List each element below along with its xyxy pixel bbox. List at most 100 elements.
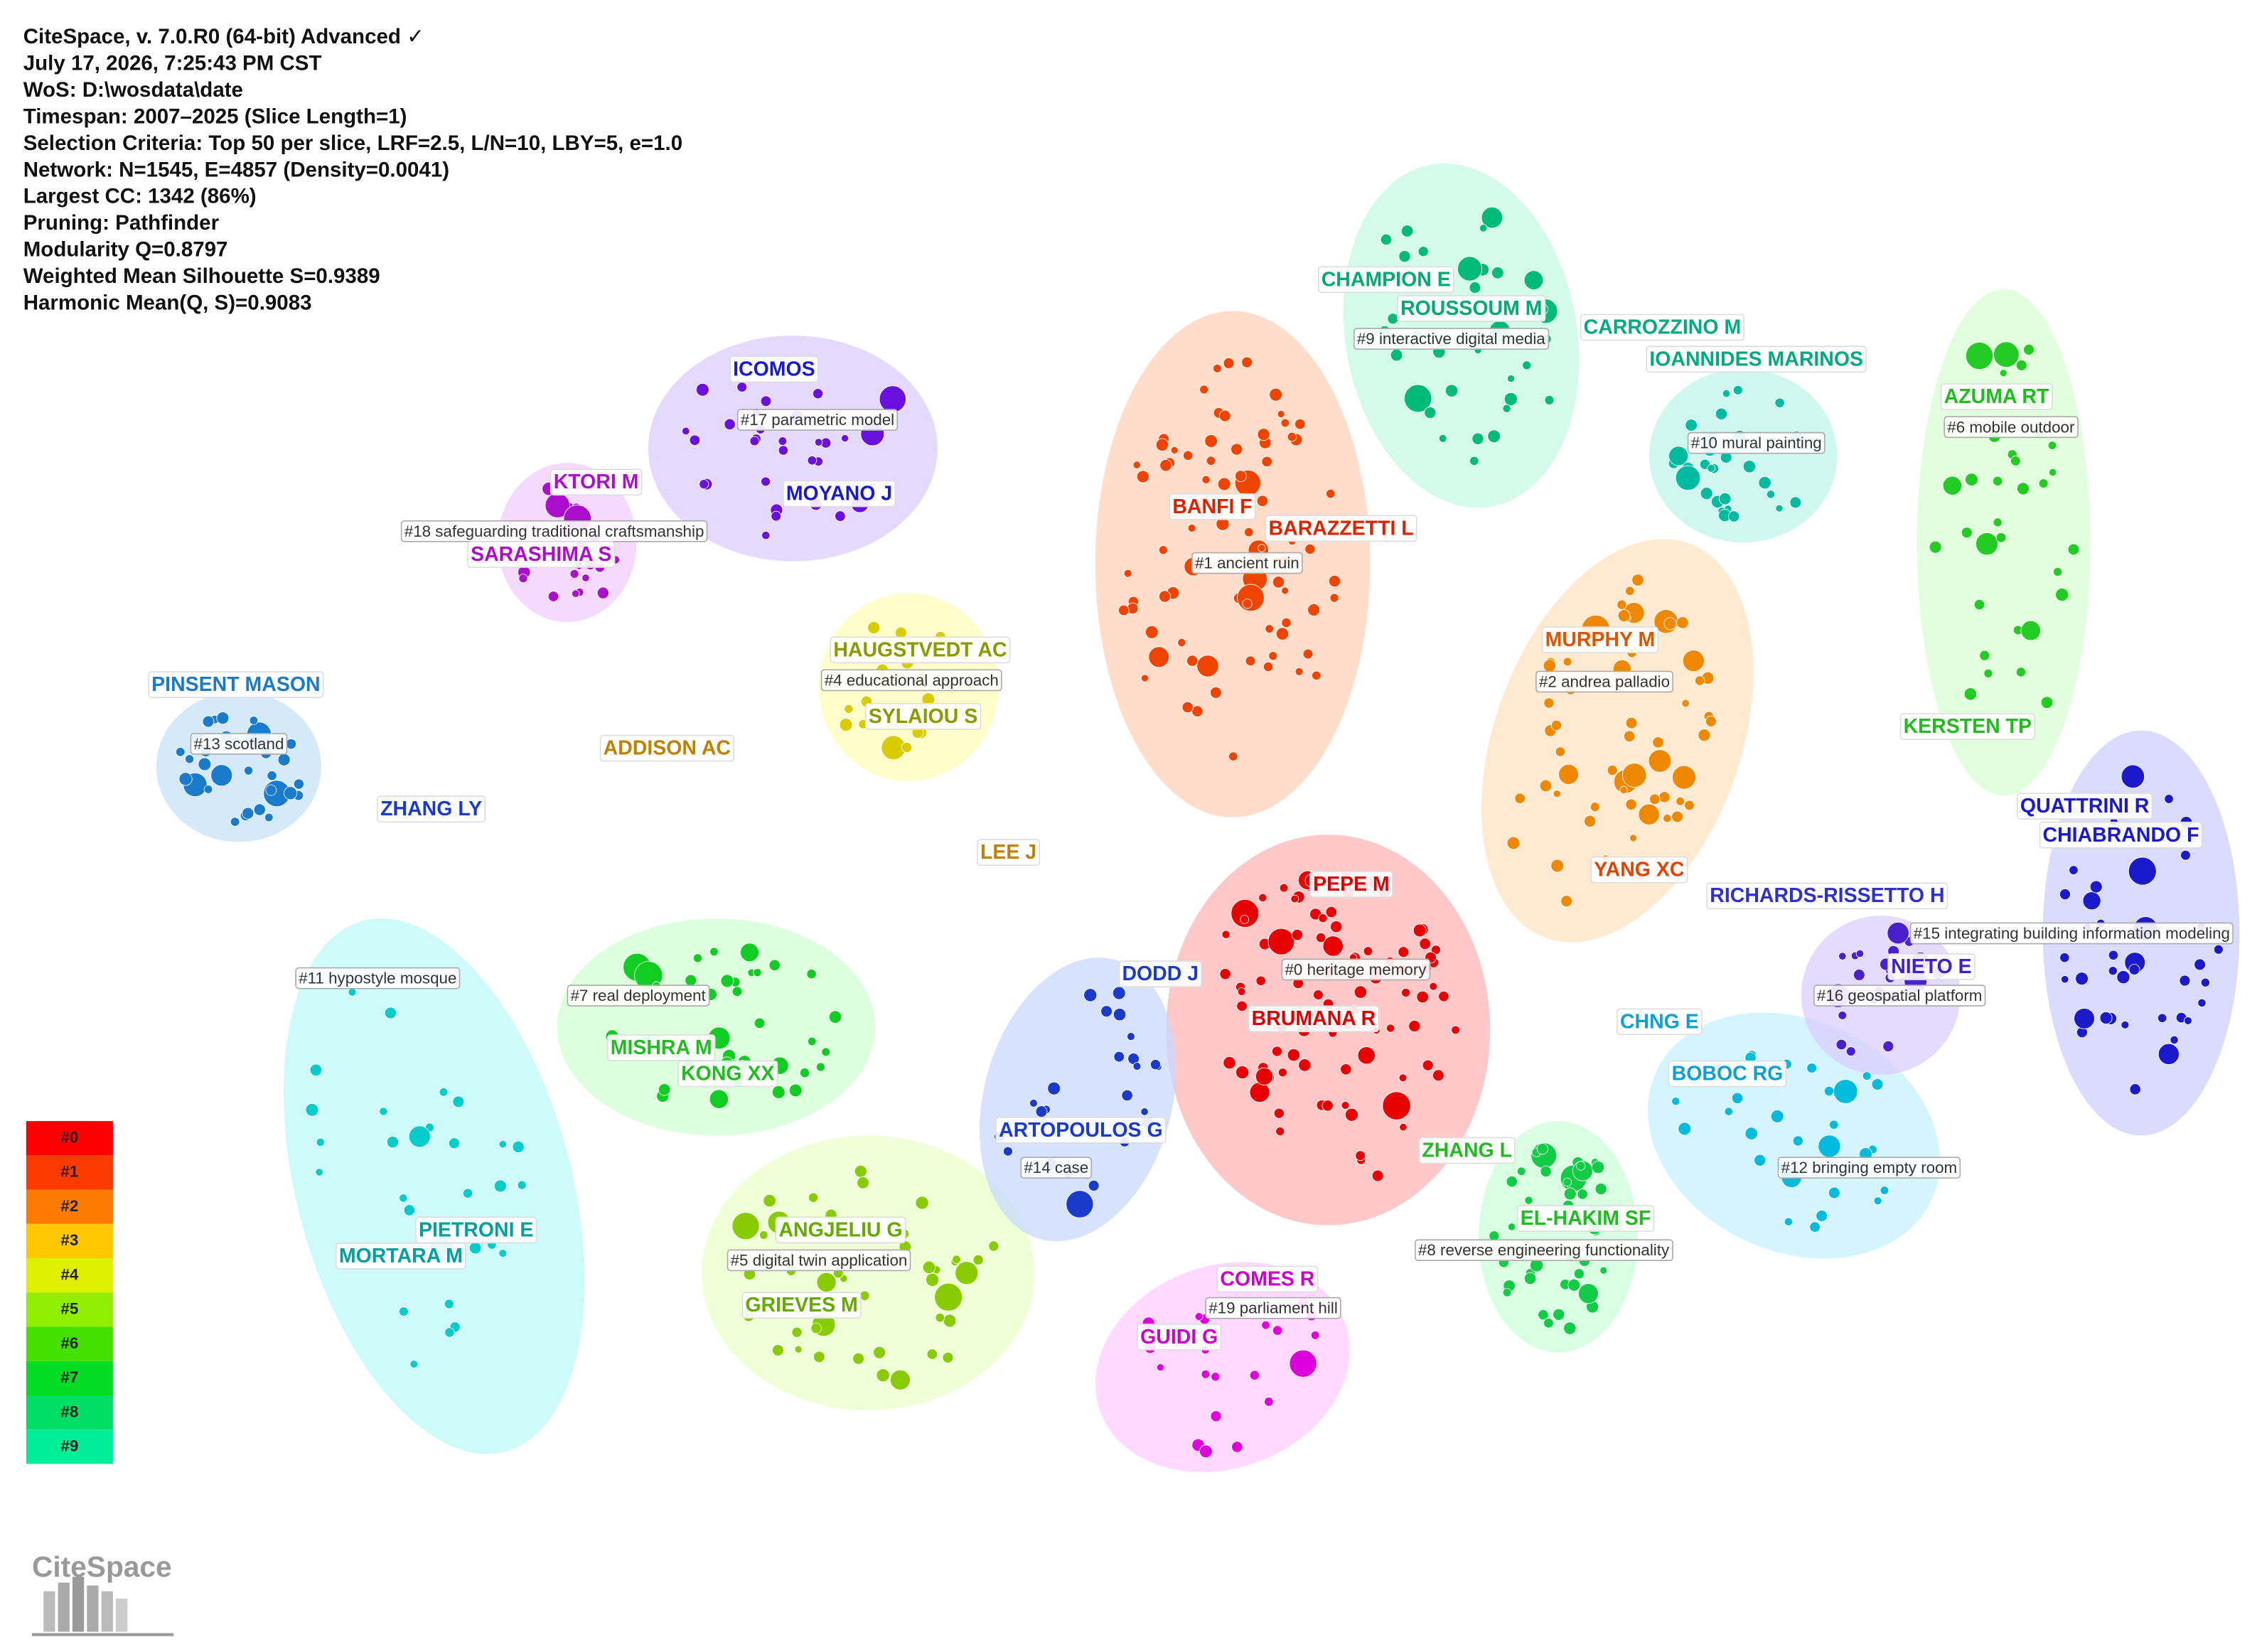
node <box>1617 609 1631 623</box>
node <box>265 784 277 796</box>
author-label-text: ZHANG L <box>1422 1139 1512 1162</box>
node <box>1231 1441 1243 1453</box>
logo-text: CiteSpace <box>32 1550 172 1583</box>
node <box>1625 717 1638 729</box>
node <box>1363 946 1373 956</box>
node <box>1838 1011 1848 1020</box>
node <box>1625 586 1635 596</box>
node <box>1272 1325 1283 1336</box>
node <box>1507 1223 1516 1231</box>
author-label-text: IOANNIDES MARINOS <box>1649 348 1863 370</box>
node <box>1432 1069 1444 1082</box>
node <box>1774 397 1785 408</box>
node <box>692 953 702 963</box>
node <box>806 969 817 980</box>
author-label-box <box>864 703 982 730</box>
author-label: BRUMANA R <box>1248 1005 1380 1033</box>
author-label-text: ROUSSOUM M <box>1400 297 1542 320</box>
author-label-box <box>467 541 616 568</box>
node <box>1567 1278 1581 1292</box>
node <box>2194 958 2206 971</box>
node <box>901 741 913 753</box>
node <box>1563 1187 1577 1201</box>
author-label-text: EL-HAKIM SF <box>1521 1207 1651 1230</box>
node <box>1516 1166 1526 1176</box>
node <box>1244 527 1254 537</box>
node <box>1401 987 1411 997</box>
node <box>1382 1091 1411 1120</box>
node <box>1507 375 1516 383</box>
node <box>2055 588 2069 602</box>
node <box>768 959 781 971</box>
node <box>1562 1177 1572 1187</box>
node <box>1144 625 1159 639</box>
node <box>399 1194 408 1203</box>
author-label-text: ZHANG LY <box>380 798 482 820</box>
legend-label: #3 <box>60 1231 78 1249</box>
node <box>1204 434 1218 448</box>
node <box>1213 364 1222 373</box>
node <box>1543 1317 1554 1329</box>
node <box>1438 434 1447 443</box>
author-label: QUATTRINI R <box>2017 793 2153 820</box>
node <box>1538 1309 1549 1321</box>
cluster-label-text: #17 parametric model <box>741 411 894 429</box>
node <box>1544 395 1555 405</box>
author-label-box <box>1940 383 2053 411</box>
node <box>1649 793 1661 805</box>
node <box>1156 1363 1164 1372</box>
node <box>873 1346 886 1359</box>
node <box>384 1007 397 1019</box>
node <box>813 1351 825 1363</box>
node <box>1304 543 1316 555</box>
node <box>1399 1122 1408 1132</box>
legend-swatch <box>26 1395 113 1430</box>
node <box>2015 667 2027 677</box>
header-line: Weighted Mean Silhouette S=0.9389 <box>23 264 380 288</box>
node <box>1249 1082 1270 1103</box>
cluster-label-box <box>567 985 710 1007</box>
node <box>2129 1083 2141 1095</box>
node <box>1963 687 1978 701</box>
node <box>1206 456 1216 466</box>
node <box>1191 705 1203 717</box>
node <box>2040 696 2054 709</box>
node <box>1141 674 1149 682</box>
author-label-text: LEE J <box>980 841 1036 864</box>
header-line: Network: N=1545, E=4857 (Density=0.0041) <box>23 158 449 181</box>
node <box>444 1327 455 1338</box>
node <box>1201 475 1211 484</box>
node <box>315 1168 323 1176</box>
node <box>1676 796 1685 806</box>
cluster-label-text: #15 integrating building information mod… <box>1914 925 2230 943</box>
node <box>1277 1068 1287 1078</box>
author-label-box <box>1248 1005 1380 1033</box>
node <box>1553 790 1561 798</box>
author-label: KONG XX <box>677 1060 778 1088</box>
node <box>1231 899 1260 928</box>
node <box>1575 1161 1586 1171</box>
node <box>569 569 579 579</box>
node <box>1261 456 1272 468</box>
node <box>1186 655 1199 667</box>
legend-swatch <box>26 1155 113 1190</box>
cluster-label-box <box>1353 328 1550 350</box>
author-label: ZHANG LY <box>377 795 486 822</box>
node <box>2108 966 2118 976</box>
author-label-text: RICHARDS-RISSETTO H <box>1710 884 1944 907</box>
legend-swatch <box>26 1361 113 1395</box>
node <box>284 786 298 800</box>
legend-swatch <box>26 1223 113 1259</box>
node <box>1523 1272 1537 1285</box>
node <box>309 1063 323 1077</box>
cluster-label: #8 reverse engineering functionality <box>1415 1239 1673 1262</box>
node <box>1196 655 1219 677</box>
cluster-label: #10 mural painting <box>1687 431 1826 454</box>
node <box>1993 517 2003 527</box>
node <box>1695 675 1705 686</box>
cluster-label-box <box>295 967 461 989</box>
node <box>778 445 789 456</box>
legend-label: #2 <box>60 1197 78 1215</box>
node <box>1502 404 1511 413</box>
node <box>1422 1059 1434 1071</box>
